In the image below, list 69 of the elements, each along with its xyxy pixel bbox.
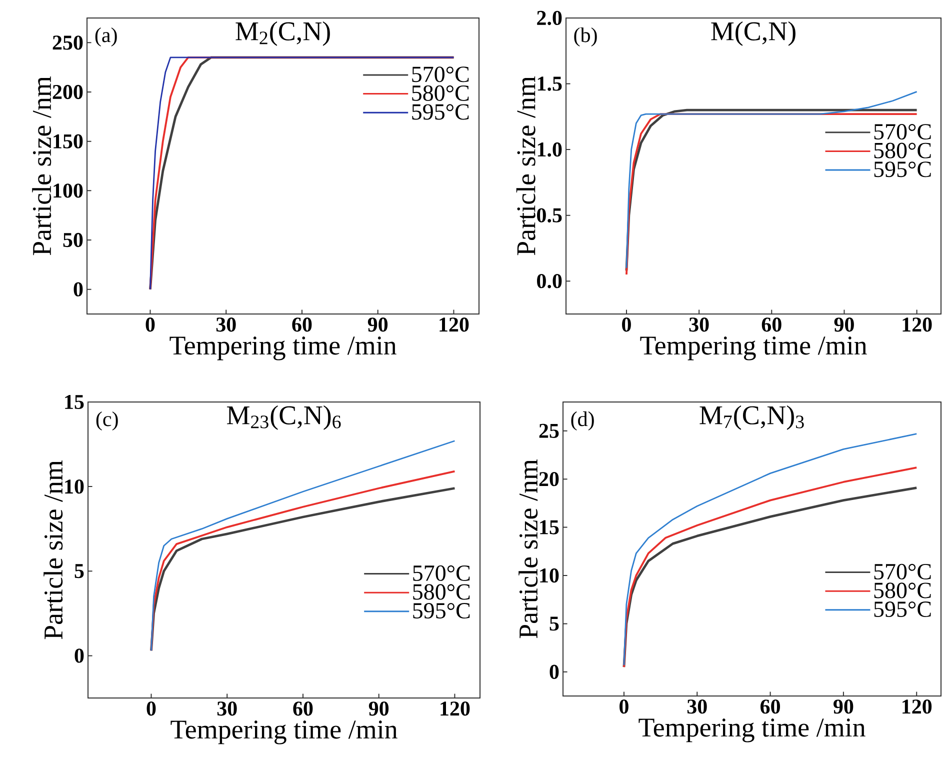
chart-title: M$_{7}$(C,N)$_{3}$	[700, 405, 804, 430]
annotation: (c)	[96, 411, 118, 430]
y-tick-label: 5	[74, 564, 84, 578]
x-tick-label: 30	[687, 700, 707, 714]
annotation: (d)	[571, 411, 594, 430]
x-tick-label: 120	[440, 318, 469, 332]
y-tick-label: 150	[54, 134, 83, 148]
x-tick-label: 0	[622, 318, 631, 332]
x-axis-title: Tempering time /min	[640, 336, 867, 360]
x-tick-label: 60	[760, 700, 780, 714]
y-tick-label: 0.5	[537, 208, 562, 222]
legend-label: 595°C	[874, 601, 931, 618]
legend-label: 580°C	[874, 582, 931, 598]
y-tick-label: 10	[540, 568, 559, 583]
x-tick-label: 0	[620, 700, 628, 714]
legend-label: 570°C	[874, 564, 931, 580]
annotation: (b)	[574, 27, 597, 46]
x-tick-label: 90	[834, 700, 854, 714]
x-tick-label: 90	[834, 318, 854, 332]
x-axis-title: Tempering time /min	[170, 336, 396, 360]
y-tick-label: 15	[65, 394, 84, 410]
y-tick-label: 20	[539, 472, 559, 486]
chart-title: M$_{23}$(C,N)$_{6}$	[226, 405, 341, 430]
x-tick-label: 60	[762, 318, 782, 332]
y-tick-label: 10	[65, 479, 84, 494]
y-tick-label: 0.0	[537, 274, 562, 288]
x-tick-label: 90	[368, 318, 388, 332]
chart-title: M(C,N)	[711, 21, 796, 46]
y-tick-label: 0	[74, 648, 84, 663]
legend-label: 570°C	[413, 565, 470, 581]
y-tick-label: 50	[63, 232, 83, 248]
legend-label: 595°C	[413, 602, 470, 619]
legend-label: 570°C	[874, 124, 931, 140]
legend-label: 580°C	[874, 142, 931, 158]
x-tick-label: 120	[902, 700, 932, 714]
legend-label: 595°C	[874, 162, 931, 178]
x-tick-label: 60	[292, 318, 312, 332]
x-tick-label: 120	[902, 318, 932, 332]
y-tick-label: 25	[539, 424, 559, 438]
x-tick-label: 0	[146, 702, 156, 716]
y-axis-title: Particle size /nm	[44, 460, 63, 640]
y-tick-label: 200	[52, 84, 83, 100]
x-tick-label: 120	[440, 702, 470, 716]
x-tick-label: 30	[689, 318, 709, 332]
y-tick-label: 15	[540, 520, 559, 534]
chart-title: M$_{2}$(C,N)	[236, 21, 330, 46]
y-tick-label: 5	[550, 616, 559, 631]
y-axis-title: Particle size /nm	[518, 459, 538, 638]
x-tick-label: 30	[217, 702, 237, 716]
legend-label: 595°C	[412, 104, 469, 120]
x-tick-label: 60	[293, 702, 313, 716]
y-axis-title: Particle size /nm	[516, 76, 536, 256]
y-tick-label: 250	[52, 36, 83, 50]
x-axis-title: Tempering time /min	[638, 718, 866, 742]
x-tick-label: 30	[216, 318, 236, 332]
y-tick-label: 1.5	[538, 76, 562, 91]
x-axis-title: Tempering time /min	[170, 720, 398, 744]
y-tick-label: 0	[74, 282, 83, 296]
legend-label: 580°C	[413, 584, 470, 600]
x-tick-label: 90	[368, 702, 389, 716]
legend-label: 570°C	[412, 66, 469, 82]
y-tick-label: 1.0	[538, 142, 562, 157]
x-tick-label: 0	[146, 318, 155, 332]
annotation: (a)	[95, 27, 117, 46]
y-axis-title: Particle size /nm	[32, 76, 52, 256]
y-tick-label: 100	[54, 184, 83, 198]
y-tick-label: 2.0	[537, 10, 562, 26]
y-tick-label: 0	[550, 664, 559, 679]
legend-label: 580°C	[412, 85, 469, 101]
